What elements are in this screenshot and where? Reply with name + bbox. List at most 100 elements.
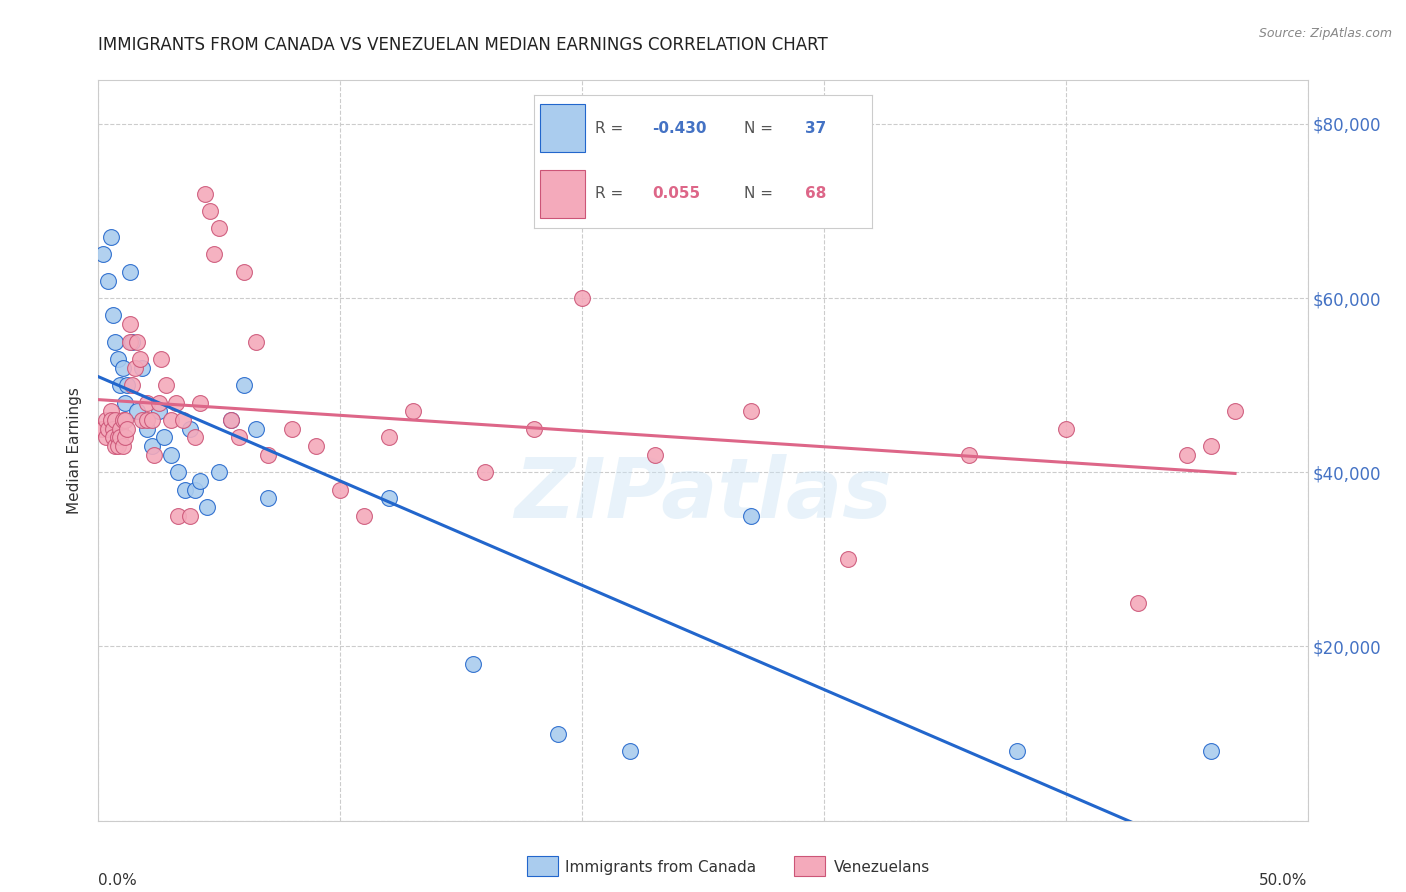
Point	[353, 508, 375, 523]
Point	[463, 657, 485, 671]
Point	[97, 422, 120, 436]
Point	[377, 430, 399, 444]
Point	[100, 404, 122, 418]
Point	[208, 465, 231, 479]
Point	[94, 430, 117, 444]
Point	[121, 378, 143, 392]
Point	[127, 334, 149, 349]
Point	[117, 422, 139, 436]
Point	[523, 422, 546, 436]
Point	[97, 274, 120, 288]
Point	[1007, 744, 1029, 758]
Point	[174, 483, 197, 497]
Point	[135, 422, 157, 436]
Point	[208, 221, 231, 235]
Point	[644, 448, 666, 462]
Point	[188, 474, 211, 488]
Point	[108, 430, 131, 444]
Point	[131, 360, 153, 375]
Point	[165, 395, 187, 409]
Point	[474, 465, 496, 479]
Point	[90, 422, 112, 436]
Point	[184, 483, 207, 497]
Point	[221, 413, 243, 427]
Point	[143, 448, 166, 462]
Point	[228, 430, 250, 444]
Text: ZIPatlas: ZIPatlas	[515, 454, 891, 535]
Point	[221, 413, 243, 427]
Point	[245, 422, 267, 436]
Point	[94, 413, 117, 427]
Text: Venezuelans: Venezuelans	[834, 861, 929, 875]
Point	[104, 439, 127, 453]
Point	[155, 378, 177, 392]
Point	[101, 309, 124, 323]
Point	[128, 351, 150, 366]
Point	[160, 413, 183, 427]
Point	[204, 247, 226, 261]
Point	[111, 439, 134, 453]
Point	[131, 413, 153, 427]
Point	[195, 500, 218, 514]
Point	[127, 404, 149, 418]
Point	[837, 552, 859, 566]
Point	[100, 230, 122, 244]
Point	[1054, 422, 1077, 436]
Point	[114, 430, 136, 444]
Point	[148, 395, 170, 409]
Point	[232, 265, 254, 279]
Point	[114, 413, 136, 427]
Point	[152, 430, 174, 444]
Point	[256, 491, 278, 506]
Point	[329, 483, 352, 497]
Point	[377, 491, 399, 506]
Point	[281, 422, 304, 436]
Point	[124, 360, 146, 375]
Text: Source: ZipAtlas.com: Source: ZipAtlas.com	[1258, 27, 1392, 40]
Point	[547, 726, 569, 740]
Point	[245, 334, 267, 349]
Point	[1199, 439, 1222, 453]
Point	[107, 439, 129, 453]
Point	[107, 430, 129, 444]
Point	[141, 439, 163, 453]
Point	[256, 448, 278, 462]
Point	[167, 508, 190, 523]
Point	[1199, 744, 1222, 758]
Point	[740, 508, 762, 523]
Point	[121, 334, 143, 349]
Point	[160, 448, 183, 462]
Point	[232, 378, 254, 392]
Point	[104, 413, 127, 427]
Point	[179, 508, 201, 523]
Point	[135, 395, 157, 409]
Point	[100, 413, 122, 427]
Text: IMMIGRANTS FROM CANADA VS VENEZUELAN MEDIAN EARNINGS CORRELATION CHART: IMMIGRANTS FROM CANADA VS VENEZUELAN MED…	[98, 36, 828, 54]
Point	[111, 360, 134, 375]
Point	[1223, 404, 1246, 418]
Point	[198, 203, 221, 218]
Point	[111, 413, 134, 427]
Point	[619, 744, 641, 758]
Point	[118, 334, 141, 349]
Point	[1128, 596, 1150, 610]
Point	[1175, 448, 1198, 462]
Point	[957, 448, 980, 462]
Y-axis label: Median Earnings: Median Earnings	[67, 387, 83, 514]
Text: Immigrants from Canada: Immigrants from Canada	[565, 861, 756, 875]
Text: 50.0%: 50.0%	[1260, 873, 1308, 888]
Point	[194, 186, 217, 201]
Point	[188, 395, 211, 409]
Point	[118, 317, 141, 331]
Point	[179, 422, 201, 436]
Point	[91, 247, 114, 261]
Point	[148, 404, 170, 418]
Point	[107, 351, 129, 366]
Point	[141, 413, 163, 427]
Point	[740, 404, 762, 418]
Point	[167, 465, 190, 479]
Text: 0.0%: 0.0%	[98, 873, 138, 888]
Point	[108, 422, 131, 436]
Point	[402, 404, 425, 418]
Point	[150, 351, 173, 366]
